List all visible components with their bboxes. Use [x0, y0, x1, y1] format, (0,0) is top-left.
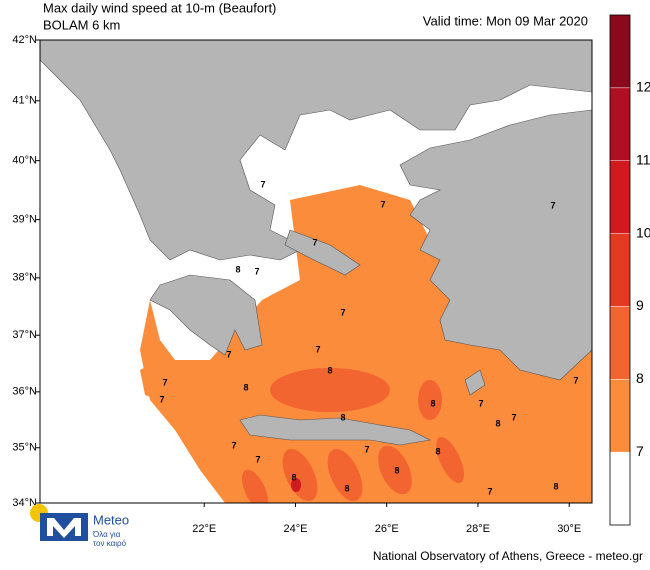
contour-label: 7: [260, 179, 265, 189]
contour-label: 8: [430, 398, 435, 408]
contour-label: 8: [553, 481, 558, 491]
logo: Meteo Όλα για τον καιρό: [30, 504, 129, 548]
y-tick-label: 36°N: [12, 386, 37, 398]
y-tick-label: 39°N: [12, 214, 37, 226]
contour-label: 7: [231, 440, 236, 450]
map-frame: [39, 39, 593, 504]
contour-label: 8: [394, 465, 399, 475]
colorbar-segment: [610, 306, 630, 380]
title: Max daily wind speed at 10-m (Beaufort): [43, 0, 276, 15]
contour-label: 7: [380, 199, 385, 209]
valid-time: Valid time: Mon 09 Mar 2020: [423, 13, 588, 28]
x-tick-label: 28°E: [466, 523, 490, 535]
contour-label: 8: [235, 264, 240, 274]
x-tick-label: 30°E: [557, 523, 581, 535]
x-tick-label: 22°E: [192, 523, 216, 535]
colorbar: 7 8 9 10 11 12: [610, 15, 650, 525]
land: [40, 40, 592, 446]
colorbar-label: 7: [636, 443, 644, 459]
colorbar-segment: [610, 160, 630, 234]
contour-label: 7: [364, 444, 369, 454]
contour-label: 7: [226, 349, 231, 359]
colorbar-segment: [610, 15, 630, 88]
contour-label: 7: [511, 412, 516, 422]
contour-label: 8: [495, 418, 500, 428]
contour-label: 7: [573, 375, 578, 385]
y-tick-label: 40°N: [12, 155, 37, 167]
logo-m: [47, 518, 81, 538]
contour-label: 8: [340, 412, 345, 422]
colorbar-label: 11: [636, 151, 650, 167]
contour-label: 7: [340, 307, 345, 317]
y-tick-label: 37°N: [12, 329, 37, 341]
contour-label: 7: [254, 266, 259, 276]
contour-label: 8: [327, 365, 332, 375]
colorbar-label: 9: [636, 297, 644, 313]
colorbar-segment: [610, 452, 630, 525]
wind-9-area: [291, 478, 301, 492]
colorbar-label: 8: [636, 370, 644, 386]
map: 7 7 7 8 7 7 7 7 8 8 7 7 8 8 7 7 8 7 7 7 7 7 8 8 8 8 7 8: [40, 40, 592, 503]
contour-label: 8: [243, 382, 248, 392]
contour-label: 7: [550, 200, 555, 210]
y-tick-label: 35°N: [12, 442, 37, 454]
contour-label: 7: [478, 398, 483, 408]
contour-label: 7: [312, 237, 317, 247]
colorbar-segment: [610, 379, 630, 453]
contour-labels: 7 7 7 8 7 7 7 7 8 8 7 7 8 8 7 7 8 7 7 7 7 7 8 8 8 8 7 8: [159, 179, 578, 496]
wind-7-area: [140, 365, 160, 400]
logo-name: Meteo: [93, 512, 129, 527]
y-tick-label: 38°N: [12, 272, 37, 284]
x-tick-label: 24°E: [283, 523, 307, 535]
y-tick-label: 34°N: [12, 497, 37, 509]
contour-label: 7: [159, 394, 164, 404]
colorbar-segment: [610, 87, 630, 161]
contour-label: 8: [435, 446, 440, 456]
contour-label: 7: [487, 486, 492, 496]
contour-label: 8: [291, 472, 296, 482]
credit: National Observatory of Athens, Greece -…: [373, 549, 643, 563]
contour-label: 7: [315, 344, 320, 354]
contour-label: 7: [162, 377, 167, 387]
logo-tagline: τον καιρό: [93, 539, 127, 548]
y-tick-label: 42°N: [12, 34, 37, 46]
y-tick-label: 41°N: [12, 95, 37, 107]
x-tick-label: 26°E: [375, 523, 399, 535]
colorbar-label: 10: [636, 224, 650, 240]
wind-8-areas: [242, 368, 464, 503]
contour-label: 8: [344, 483, 349, 493]
colorbar-label: 12: [636, 79, 650, 95]
colorbar-segment: [610, 233, 630, 307]
axes: 22°E 24°E 26°E 28°E 30°E 34°N 35°N 36°N 37°N 38°N…: [12, 34, 581, 535]
model: BOLAM 6 km: [43, 17, 120, 32]
colorbar-frame: [609, 14, 631, 526]
contour-label: 7: [255, 454, 260, 464]
logo-tagline: Όλα για: [92, 530, 121, 539]
